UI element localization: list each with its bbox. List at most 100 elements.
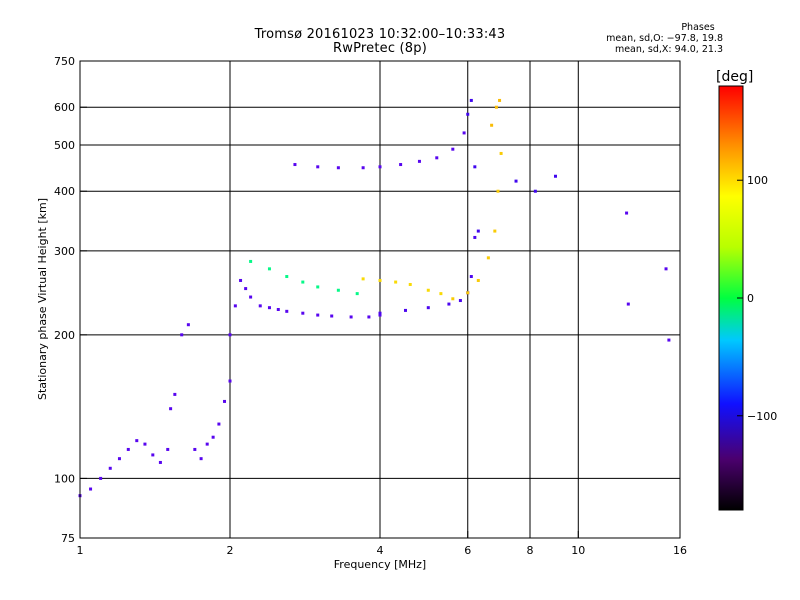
y-tick-label: 400 [54, 185, 75, 198]
data-point [361, 166, 365, 170]
x-axis-ticks: 1 2 4 6 8 10 16 [77, 531, 687, 557]
data-point [361, 277, 365, 281]
data-point [316, 285, 320, 289]
data-point [473, 165, 477, 169]
data-point [336, 288, 340, 292]
data-point [151, 453, 155, 457]
y-axis-ticks: 75 100 200 300 400 500 600 750 [54, 55, 87, 545]
data-point [378, 311, 382, 315]
y-tick-label: 600 [54, 101, 75, 114]
data-point [349, 315, 353, 319]
data-point [514, 179, 518, 183]
data-point [451, 297, 455, 301]
y-tick-label: 500 [54, 139, 75, 152]
x-tick-label: 4 [377, 544, 384, 557]
data-point [458, 299, 462, 303]
x-tick-label: 2 [227, 544, 234, 557]
data-point [330, 314, 334, 318]
phase-stats-heading: Phases [681, 22, 715, 33]
data-point [239, 278, 243, 282]
data-point [211, 435, 215, 439]
data-point [378, 278, 382, 282]
data-point [498, 98, 502, 102]
data-point [99, 476, 103, 480]
data-point [494, 105, 498, 109]
data-point [249, 295, 253, 299]
data-point [469, 275, 473, 279]
data-point [462, 131, 466, 135]
y-tick-label: 300 [54, 245, 75, 258]
data-point [499, 151, 503, 155]
data-point [205, 442, 209, 446]
data-point [447, 302, 451, 306]
data-point [135, 439, 139, 443]
data-point [223, 399, 227, 403]
data-point [228, 333, 232, 337]
data-point [193, 447, 197, 451]
data-point [469, 98, 473, 102]
data-point [417, 159, 421, 163]
data-point [426, 288, 430, 292]
x-tick-label: 10 [571, 544, 585, 557]
data-point [553, 174, 557, 178]
data-point [316, 165, 320, 169]
data-point [244, 287, 248, 291]
data-point [267, 267, 271, 271]
data-point [466, 291, 470, 295]
data-point [490, 123, 494, 127]
y-axis-label: Stationary phase Virtual Height [km] [36, 198, 49, 400]
data-point [301, 280, 305, 284]
data-point [233, 304, 237, 308]
data-point [399, 163, 403, 167]
chart-subtitle: RwPretec (8p) [333, 41, 427, 56]
data-point [117, 457, 121, 461]
data-point [293, 163, 297, 167]
colorbar-unit: [deg] [716, 69, 754, 85]
data-point [267, 306, 271, 310]
data-point [158, 460, 162, 464]
data-point [486, 256, 490, 260]
data-point [169, 407, 173, 411]
data-point [367, 315, 371, 319]
data-point [285, 309, 289, 313]
data-point [249, 259, 253, 263]
data-point [336, 166, 340, 170]
data-point [626, 302, 630, 306]
data-point [667, 338, 671, 342]
data-point [426, 306, 430, 310]
colorbar-tick-label: 0 [747, 292, 754, 305]
phase-stats-o: mean, sd,O: −97.8, 19.8 [606, 33, 723, 44]
data-point [108, 466, 112, 470]
data-point [180, 333, 184, 337]
data-point [408, 282, 412, 286]
data-point [473, 235, 477, 239]
data-points [78, 98, 671, 498]
data-point [496, 189, 500, 193]
y-tick-label: 750 [54, 55, 75, 68]
data-point [301, 311, 305, 315]
y-tick-label: 200 [54, 329, 75, 342]
data-point [186, 323, 190, 327]
data-point [466, 112, 470, 116]
data-point [378, 313, 382, 317]
data-point [439, 292, 443, 296]
data-point [355, 292, 359, 296]
data-point [258, 304, 262, 308]
x-axis-label: Frequency [MHz] [334, 558, 426, 571]
data-point [664, 267, 668, 271]
data-point [217, 422, 221, 426]
data-point [285, 275, 289, 279]
grid-lines [80, 61, 680, 538]
data-point [625, 211, 629, 215]
x-tick-label: 6 [464, 544, 471, 557]
data-point [378, 165, 382, 169]
data-point [316, 313, 320, 317]
y-tick-label: 75 [61, 532, 75, 545]
chart-title: Tromsø 20161023 10:32:00–10:33:43 [254, 27, 506, 42]
data-point [89, 487, 93, 491]
data-point [476, 278, 480, 282]
data-point [533, 189, 537, 193]
x-tick-label: 1 [77, 544, 84, 557]
data-point [166, 447, 170, 451]
